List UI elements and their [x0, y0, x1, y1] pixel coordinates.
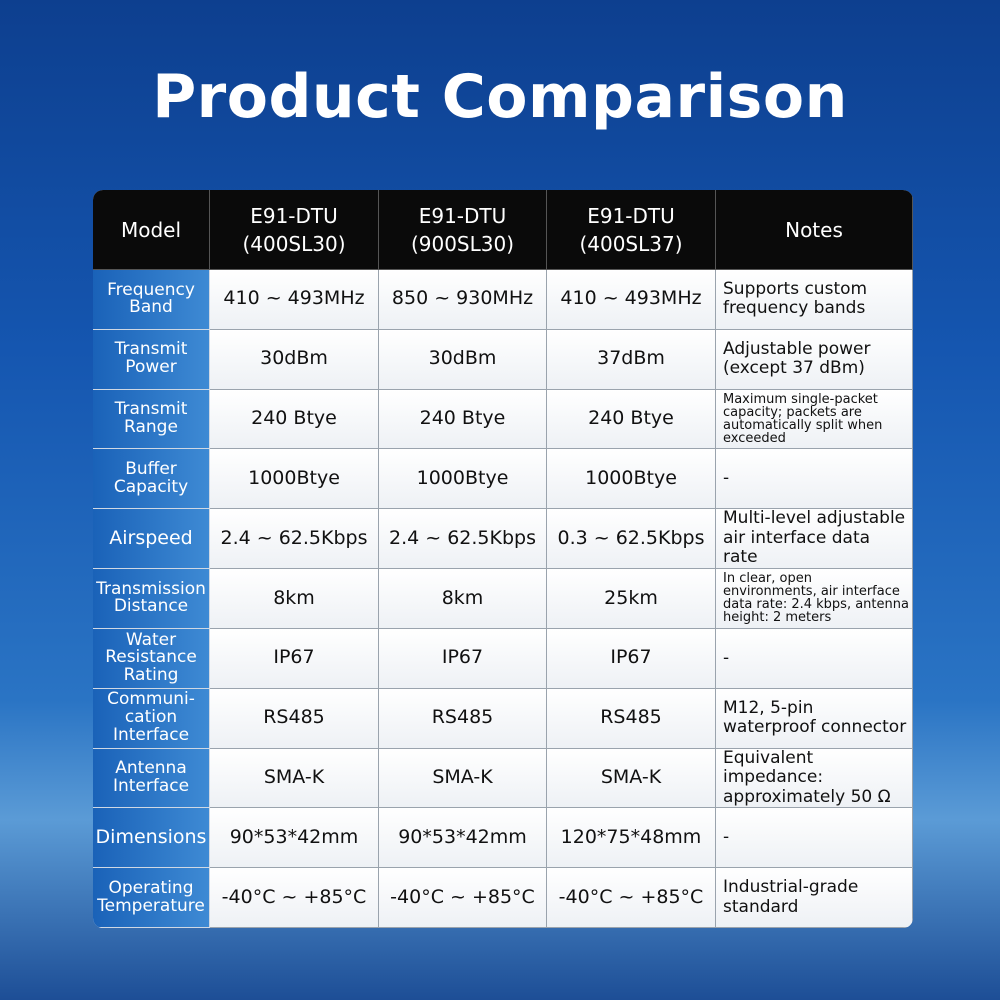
- note-cell: M12, 5-pin waterproof connector: [716, 688, 913, 749]
- data-cell: IP67: [379, 628, 547, 689]
- data-cell: 25km: [547, 569, 716, 629]
- note-cell: -: [716, 808, 913, 869]
- data-cell: 8km: [210, 569, 379, 629]
- note-cell: Multi-level adjustable air interface dat…: [716, 509, 913, 570]
- data-cell: 30dBm: [379, 329, 547, 390]
- data-cell: 30dBm: [210, 329, 379, 390]
- row-label: Water Resistance Rating: [93, 628, 210, 689]
- header-cell: Model: [93, 190, 210, 270]
- data-cell: 0.3 ~ 62.5Kbps: [547, 509, 716, 570]
- data-cell: SMA-K: [379, 748, 547, 809]
- data-cell: IP67: [210, 628, 379, 689]
- data-cell: SMA-K: [547, 748, 716, 809]
- row-label: Airspeed: [93, 509, 210, 570]
- note-cell: -: [716, 628, 913, 689]
- data-cell: -40°C ~ +85°C: [379, 868, 547, 928]
- row-label: Transmit Range: [93, 389, 210, 450]
- data-cell: -40°C ~ +85°C: [547, 868, 716, 928]
- data-cell: 2.4 ~ 62.5Kbps: [379, 509, 547, 570]
- header-cell: Notes: [716, 190, 913, 270]
- note-cell: Maximum single-packet capacity; packets …: [716, 389, 913, 450]
- data-cell: 410 ~ 493MHz: [210, 270, 379, 330]
- data-cell: 240 Btye: [547, 389, 716, 450]
- header-cell: E91-DTU (900SL30): [379, 190, 547, 270]
- header-cell: E91-DTU (400SL30): [210, 190, 379, 270]
- row-label: Buffer Capacity: [93, 449, 210, 510]
- note-cell: -: [716, 449, 913, 510]
- note-cell: Industrial-grade standard: [716, 868, 913, 928]
- data-cell: 410 ~ 493MHz: [547, 270, 716, 330]
- data-cell: 850 ~ 930MHz: [379, 270, 547, 330]
- row-label: Antenna Interface: [93, 748, 210, 809]
- row-label: Communi- cation Interface: [93, 688, 210, 749]
- data-cell: IP67: [547, 628, 716, 689]
- data-cell: 240 Btye: [210, 389, 379, 450]
- row-label: Operating Temperature: [93, 868, 210, 928]
- data-cell: 8km: [379, 569, 547, 629]
- row-label: Dimensions: [93, 808, 210, 869]
- comparison-table: Model E91-DTU (400SL30) E91-DTU (900SL30) E…: [93, 190, 913, 928]
- note-cell: Equivalent impedance: approximately 50 Ω: [716, 748, 913, 809]
- data-cell: RS485: [210, 688, 379, 749]
- data-cell: 90*53*42mm: [210, 808, 379, 869]
- data-cell: RS485: [379, 688, 547, 749]
- data-cell: 120*75*48mm: [547, 808, 716, 869]
- title: Product Comparison: [152, 62, 848, 132]
- data-cell: SMA-K: [210, 748, 379, 809]
- data-cell: 1000Btye: [210, 449, 379, 510]
- data-cell: 1000Btye: [379, 449, 547, 510]
- data-cell: 1000Btye: [547, 449, 716, 510]
- data-cell: 2.4 ~ 62.5Kbps: [210, 509, 379, 570]
- note-cell: In clear, open environments, air interfa…: [716, 569, 913, 629]
- note-cell: Adjustable power (except 37 dBm): [716, 329, 913, 390]
- data-cell: 37dBm: [547, 329, 716, 390]
- data-cell: 240 Btye: [379, 389, 547, 450]
- row-label: Frequency Band: [93, 270, 210, 330]
- row-label: Transmit Power: [93, 329, 210, 390]
- data-cell: 90*53*42mm: [379, 808, 547, 869]
- note-cell: Supports custom frequency bands: [716, 270, 913, 330]
- row-label: Transmission Distance: [93, 569, 210, 629]
- data-cell: RS485: [547, 688, 716, 749]
- data-cell: -40°C ~ +85°C: [210, 868, 379, 928]
- header-cell: E91-DTU (400SL37): [547, 190, 716, 270]
